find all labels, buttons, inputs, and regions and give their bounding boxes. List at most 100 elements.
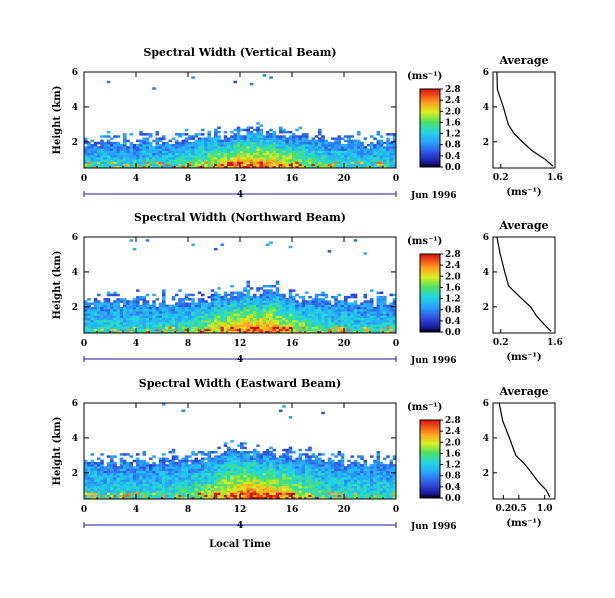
heatmap-cell [119,470,124,474]
heatmap-cell [217,163,221,167]
heatmap-cell [301,148,306,151]
heatmap-cell [279,135,283,138]
heatmap-cell [136,298,140,301]
heatmap-cell [162,154,166,158]
heatmap-cell [165,472,169,476]
heatmap-cell [103,157,108,160]
heatmap-cell [100,144,104,147]
heatmap-cell [191,479,195,482]
heatmap-cell [132,330,137,334]
heatmap-cell [376,324,381,327]
heatmap-cell [292,475,296,478]
heatmap-cell [262,466,267,469]
heatmap-cell [253,163,257,167]
heatmap-cell [288,324,293,327]
heatmap-cell [318,324,322,327]
heatmap-cell [168,313,173,316]
heatmap-cell [230,440,234,443]
heatmap-cell [197,157,202,160]
heatmap-cell [181,133,186,136]
heatmap-cell [188,306,192,310]
heatmap-cell [181,470,186,474]
heatmap-cell [259,302,264,305]
heatmap-cell [321,165,325,169]
heatmap-cell [230,146,234,149]
heatmap-cell [155,154,160,158]
heatmap-cell [272,496,277,500]
heatmap-cell [262,490,267,493]
heatmap-cell [266,477,270,480]
heatmap-cell [132,161,137,164]
heatmap-cell [243,295,247,299]
heatmap-cell [171,470,176,474]
heatmap-cell [279,488,283,491]
heatmap-cell [145,309,150,312]
heatmap-cell [347,311,351,314]
heatmap-cell [178,322,182,325]
heatmap-cell [324,144,329,147]
heatmap-cell [214,461,218,465]
heatmap-cell [269,479,273,482]
heatmap-cell [324,479,329,482]
heatmap-cell [298,457,303,461]
heatmap-cell [298,492,303,495]
heatmap-cell [116,159,121,162]
heatmap-cell [285,464,290,467]
heatmap-cell [360,165,364,169]
heatmap-cell [93,161,98,164]
colorbar-tick-label: 0.8 [445,306,461,316]
heatmap-cell [243,304,247,308]
heatmap-cell [243,146,247,149]
heatmap-cell [188,302,192,305]
heatmap-cell [132,483,137,487]
heatmap-cell [188,146,192,149]
heatmap-cell [178,475,182,478]
heatmap-cell [90,317,95,321]
heatmap-cell [207,135,212,138]
heatmap-cell [327,163,332,167]
heatmap-cell [321,135,325,138]
heatmap-cell [357,154,361,158]
heatmap-cell [357,163,361,167]
heatmap-cell [269,165,273,169]
heatmap-cell [168,144,173,147]
heatmap-cell [298,496,303,500]
heatmap-cell [110,481,114,485]
heatmap-cell [227,481,231,485]
heatmap-cell [230,313,234,316]
heatmap-cell [370,289,374,292]
heatmap-cell [97,488,101,491]
heatmap-cell [129,163,134,167]
heatmap-cell [350,159,355,162]
heatmap-cell [282,461,286,465]
heatmap-cell [259,309,264,312]
heatmap-cell [139,152,143,156]
heatmap-cell [305,464,309,467]
heatmap-cell [100,152,104,156]
x-tick-label: 4 [133,339,139,349]
heatmap-cell [145,148,150,151]
heatmap-cell [295,326,299,329]
heatmap-cell [178,146,182,149]
heatmap-cell [305,479,309,482]
heatmap-cell [318,490,322,493]
heatmap-cell [373,485,377,489]
heatmap-cell [136,490,140,493]
heatmap-cell [191,466,195,469]
profile-y-tick-label: 4 [483,103,489,113]
heatmap-cell [207,295,212,299]
heatmap-cell [288,245,293,249]
heatmap-cell [145,496,150,500]
heatmap-cell [262,159,267,162]
heatmap-cell [376,152,381,156]
heatmap-cell [269,451,273,454]
heatmap-cell [249,126,254,130]
profile-title: Average [498,219,548,232]
heatmap-cell [266,470,270,474]
heatmap-cell [113,309,117,312]
heatmap-cell [158,490,163,493]
heatmap-cell [324,496,329,500]
heatmap-cell [340,328,345,332]
heatmap-cell [288,470,293,474]
heatmap-cell [194,163,199,167]
